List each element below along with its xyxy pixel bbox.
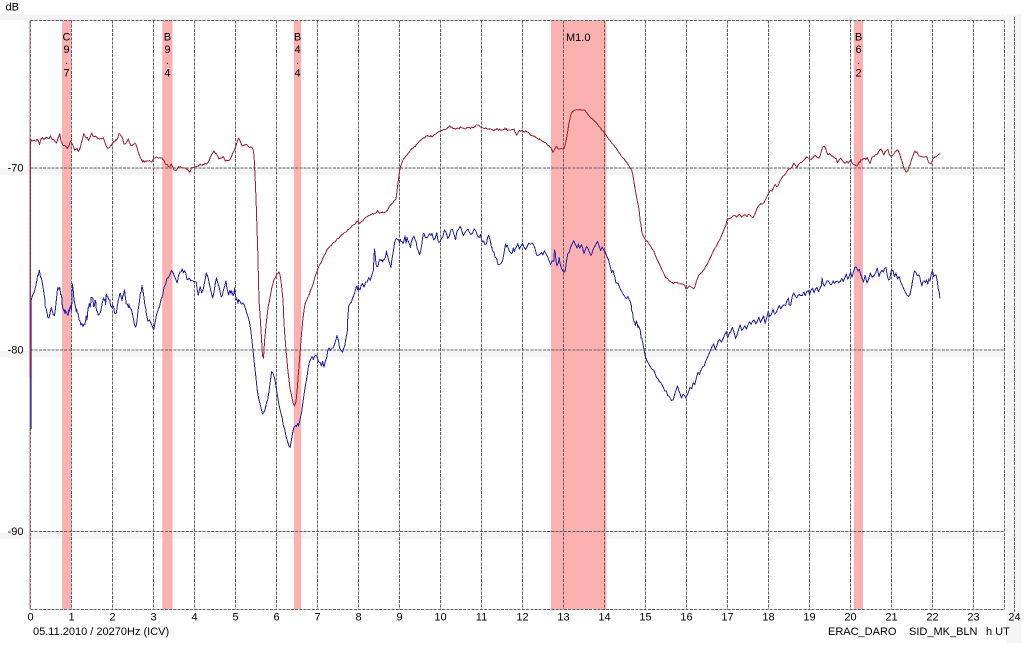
- svg-text:SID_MK_BLN: SID_MK_BLN: [909, 626, 978, 638]
- svg-text:4: 4: [294, 44, 300, 56]
- svg-text:10: 10: [434, 612, 446, 624]
- svg-text:-80: -80: [8, 345, 24, 357]
- svg-text:22: 22: [926, 612, 938, 624]
- svg-text:4: 4: [294, 68, 300, 80]
- svg-text:B: B: [294, 32, 301, 44]
- svg-text:h UT: h UT: [986, 626, 1010, 638]
- svg-text:.: .: [296, 55, 299, 67]
- svg-text:-70: -70: [8, 163, 24, 175]
- svg-text:16: 16: [680, 612, 692, 624]
- svg-text:B: B: [164, 32, 171, 44]
- svg-text:.: .: [857, 55, 860, 67]
- svg-text:7: 7: [314, 612, 320, 624]
- svg-text:20: 20: [844, 612, 856, 624]
- svg-text:12: 12: [516, 612, 528, 624]
- svg-text:19: 19: [803, 612, 815, 624]
- svg-text:ERAC_DARO: ERAC_DARO: [828, 626, 897, 638]
- svg-text:05.11.2010 / 20270Hz (ICV): 05.11.2010 / 20270Hz (ICV): [33, 626, 169, 638]
- svg-text:5: 5: [232, 612, 238, 624]
- svg-text:9: 9: [396, 612, 402, 624]
- svg-text:21: 21: [885, 612, 897, 624]
- svg-text:13: 13: [557, 612, 569, 624]
- svg-text:8: 8: [355, 612, 361, 624]
- svg-text:9: 9: [164, 44, 170, 56]
- svg-text:14: 14: [598, 612, 610, 624]
- svg-text:23: 23: [967, 612, 979, 624]
- svg-text:1: 1: [68, 612, 74, 624]
- svg-text:B: B: [855, 32, 862, 44]
- svg-text:2: 2: [855, 68, 861, 80]
- svg-text:.: .: [166, 55, 169, 67]
- svg-text:6: 6: [855, 44, 861, 56]
- svg-text:11: 11: [476, 612, 487, 624]
- svg-text:24: 24: [1008, 612, 1020, 624]
- svg-text:4: 4: [164, 68, 170, 80]
- svg-text:18: 18: [762, 612, 774, 624]
- svg-text:.: .: [65, 55, 68, 67]
- svg-text:2: 2: [109, 612, 115, 624]
- svg-text:M1.0: M1.0: [566, 32, 590, 44]
- svg-text:-90: -90: [8, 526, 24, 538]
- svg-text:C: C: [63, 32, 71, 44]
- svg-text:15: 15: [639, 612, 651, 624]
- svg-text:7: 7: [63, 68, 69, 80]
- svg-text:4: 4: [191, 612, 197, 624]
- svg-text:9: 9: [63, 44, 69, 56]
- svg-text:6: 6: [273, 612, 279, 624]
- svg-text:3: 3: [150, 612, 156, 624]
- svg-text:17: 17: [721, 612, 733, 624]
- svg-text:0: 0: [27, 612, 33, 624]
- svg-text:dB: dB: [6, 2, 19, 14]
